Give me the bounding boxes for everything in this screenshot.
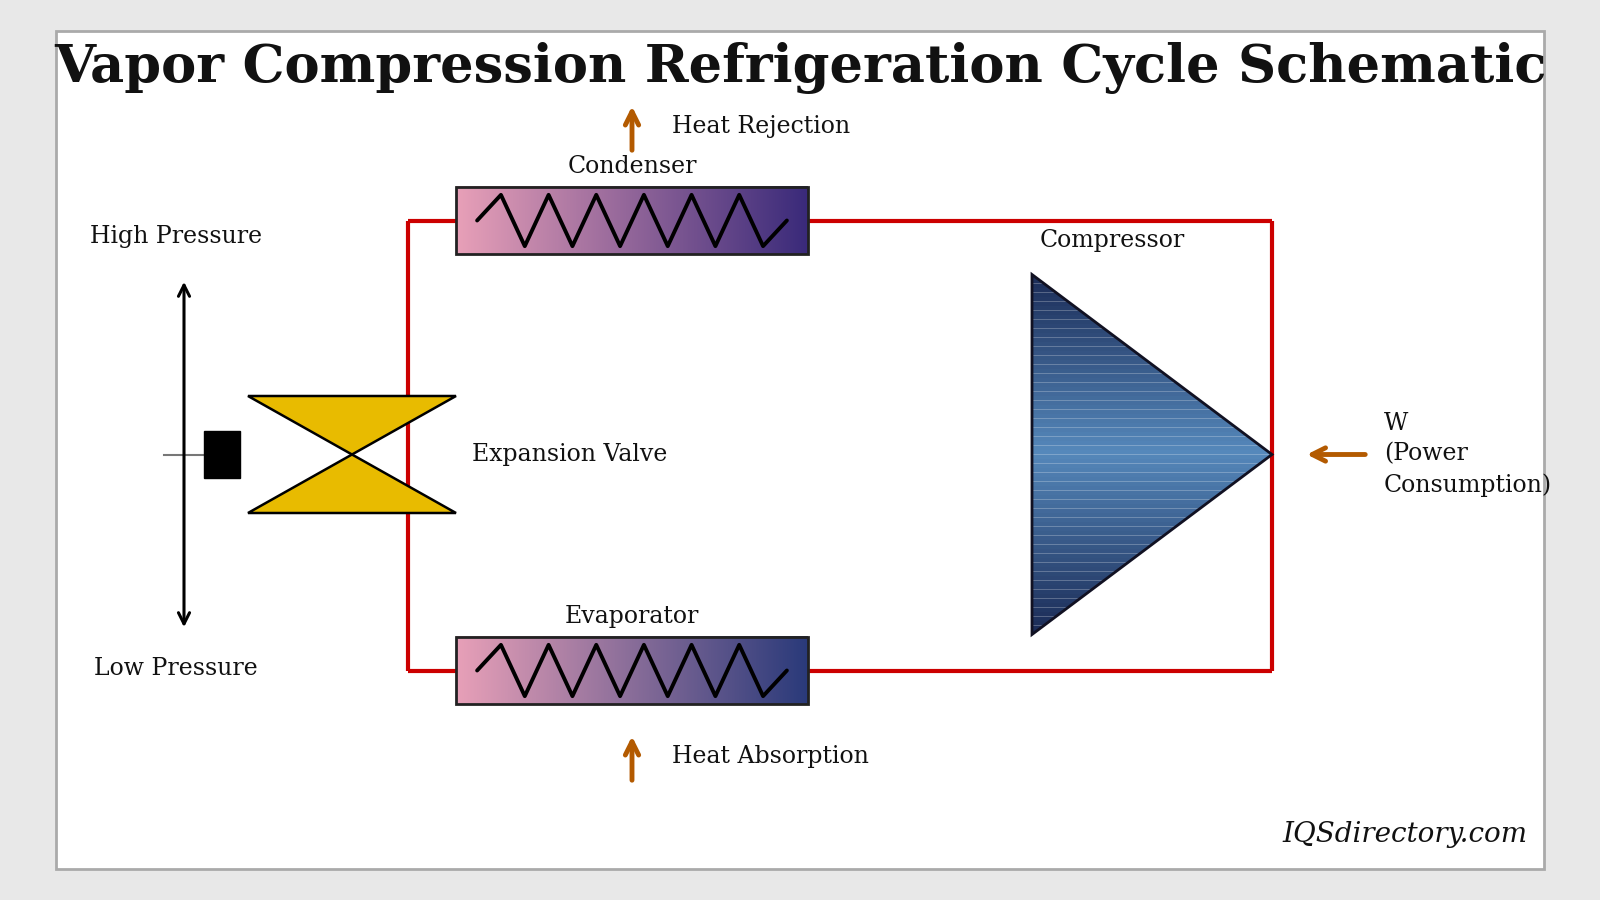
Polygon shape — [1032, 585, 1098, 590]
Text: Compressor: Compressor — [1040, 229, 1186, 252]
Polygon shape — [1032, 410, 1218, 414]
Polygon shape — [1032, 526, 1176, 531]
Polygon shape — [1032, 572, 1117, 576]
Polygon shape — [1032, 536, 1165, 540]
Polygon shape — [1032, 288, 1056, 292]
Polygon shape — [1032, 464, 1261, 468]
Polygon shape — [1032, 441, 1261, 446]
Polygon shape — [1032, 351, 1139, 356]
Bar — [456, 637, 808, 704]
Polygon shape — [1032, 378, 1176, 382]
Polygon shape — [1032, 562, 1128, 567]
Polygon shape — [1032, 594, 1086, 598]
Polygon shape — [1032, 297, 1069, 302]
Polygon shape — [1032, 486, 1230, 491]
Polygon shape — [1032, 292, 1062, 297]
Polygon shape — [1032, 567, 1122, 572]
Polygon shape — [1032, 626, 1045, 630]
Polygon shape — [1032, 558, 1134, 562]
Polygon shape — [1032, 630, 1038, 634]
Polygon shape — [1032, 369, 1165, 374]
Polygon shape — [1032, 338, 1122, 342]
Polygon shape — [1032, 374, 1170, 378]
Polygon shape — [1032, 621, 1050, 626]
Polygon shape — [1032, 477, 1242, 482]
Text: W
(Power
Consumption): W (Power Consumption) — [1384, 412, 1552, 497]
Polygon shape — [1032, 428, 1242, 432]
Polygon shape — [1032, 405, 1213, 410]
Text: Heat Rejection: Heat Rejection — [672, 114, 850, 138]
Polygon shape — [1032, 436, 1254, 441]
Polygon shape — [1032, 274, 1038, 279]
Polygon shape — [1032, 423, 1237, 428]
Polygon shape — [1032, 491, 1224, 495]
Polygon shape — [1032, 279, 1045, 284]
Polygon shape — [1032, 284, 1050, 288]
Polygon shape — [1032, 454, 1272, 459]
Polygon shape — [1032, 450, 1272, 454]
Polygon shape — [1032, 504, 1206, 508]
Polygon shape — [1032, 396, 1200, 400]
Polygon shape — [1032, 603, 1074, 608]
Polygon shape — [1032, 544, 1152, 549]
Polygon shape — [1032, 472, 1248, 477]
Polygon shape — [1032, 360, 1152, 364]
Polygon shape — [1032, 590, 1091, 594]
Polygon shape — [1032, 364, 1158, 369]
Polygon shape — [1032, 598, 1080, 603]
Polygon shape — [1032, 320, 1098, 324]
Polygon shape — [1032, 531, 1170, 536]
Text: Expansion Valve: Expansion Valve — [472, 443, 667, 466]
Polygon shape — [1032, 482, 1235, 486]
Polygon shape — [1032, 356, 1146, 360]
Polygon shape — [1032, 540, 1158, 544]
Polygon shape — [1032, 306, 1080, 310]
Polygon shape — [1032, 612, 1062, 616]
Polygon shape — [1032, 495, 1218, 500]
Polygon shape — [1032, 392, 1194, 396]
Polygon shape — [1032, 500, 1213, 504]
Polygon shape — [1032, 513, 1194, 518]
Polygon shape — [1032, 446, 1266, 450]
Polygon shape — [1032, 315, 1091, 320]
Polygon shape — [1032, 414, 1224, 418]
Polygon shape — [1032, 554, 1139, 558]
Bar — [203, 431, 240, 478]
Polygon shape — [1032, 310, 1086, 315]
Polygon shape — [1032, 302, 1074, 306]
Text: IQSdirectory.com: IQSdirectory.com — [1283, 821, 1528, 848]
Polygon shape — [1032, 608, 1069, 612]
Polygon shape — [248, 396, 456, 454]
Polygon shape — [1032, 468, 1254, 472]
Polygon shape — [1032, 333, 1117, 338]
Polygon shape — [1032, 518, 1187, 522]
Polygon shape — [1032, 522, 1182, 526]
Polygon shape — [1032, 342, 1128, 346]
Polygon shape — [1032, 400, 1206, 405]
Text: Low Pressure: Low Pressure — [94, 657, 258, 680]
Polygon shape — [1032, 418, 1230, 423]
Polygon shape — [1032, 616, 1056, 621]
Polygon shape — [1032, 508, 1200, 513]
Polygon shape — [1032, 346, 1134, 351]
Text: Evaporator: Evaporator — [565, 605, 699, 628]
Bar — [456, 187, 808, 254]
Text: Vapor Compression Refrigeration Cycle Schematic: Vapor Compression Refrigeration Cycle Sc… — [54, 41, 1546, 94]
Text: High Pressure: High Pressure — [90, 224, 262, 248]
Polygon shape — [1032, 576, 1110, 580]
Polygon shape — [1032, 324, 1104, 328]
Text: Condenser: Condenser — [568, 155, 696, 178]
Polygon shape — [1032, 387, 1187, 392]
Polygon shape — [1032, 328, 1110, 333]
Polygon shape — [248, 454, 456, 513]
Polygon shape — [1032, 580, 1104, 585]
Text: Heat Absorption: Heat Absorption — [672, 744, 869, 768]
Polygon shape — [1032, 382, 1182, 387]
Polygon shape — [1032, 459, 1266, 464]
Polygon shape — [1032, 549, 1146, 554]
Polygon shape — [1032, 432, 1248, 436]
